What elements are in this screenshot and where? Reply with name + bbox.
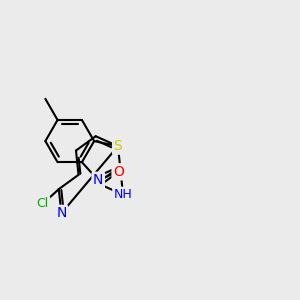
Text: N: N <box>56 206 67 220</box>
Text: O: O <box>113 165 124 179</box>
Text: S: S <box>114 139 122 153</box>
Text: NH: NH <box>114 188 132 201</box>
Text: N: N <box>93 173 104 187</box>
Text: Cl: Cl <box>37 197 49 211</box>
